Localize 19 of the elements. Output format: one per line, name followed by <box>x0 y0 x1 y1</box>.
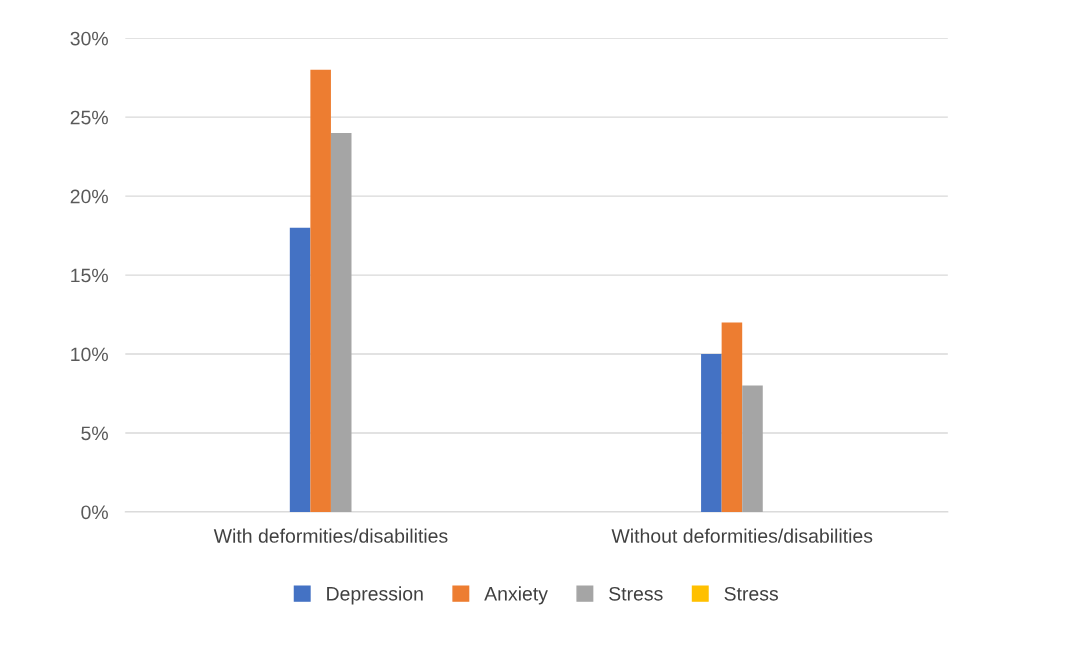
y-tick-label: 20% <box>70 189 108 204</box>
legend-label: Stress <box>609 586 663 601</box>
bar <box>289 227 311 512</box>
bar <box>721 322 743 512</box>
bar <box>310 69 331 512</box>
y-tick-label: 15% <box>71 268 108 283</box>
y-tick-label: 30% <box>70 31 108 46</box>
y-tick-label: 0% <box>81 505 108 520</box>
bar <box>330 132 352 512</box>
x-tick-label: Without deformities/disabilities <box>611 528 873 543</box>
y-tick-label: 5% <box>81 426 108 441</box>
bar <box>701 354 722 512</box>
legend-label: Depression <box>327 586 423 605</box>
x-tick-label: With deformities/disabilities <box>213 528 448 543</box>
y-tick-label: 10% <box>71 347 108 362</box>
legend-label: Stress <box>724 586 778 601</box>
y-tick-label: 25% <box>70 110 108 125</box>
legend-label: Anxiety <box>484 586 548 605</box>
bar <box>742 385 763 512</box>
